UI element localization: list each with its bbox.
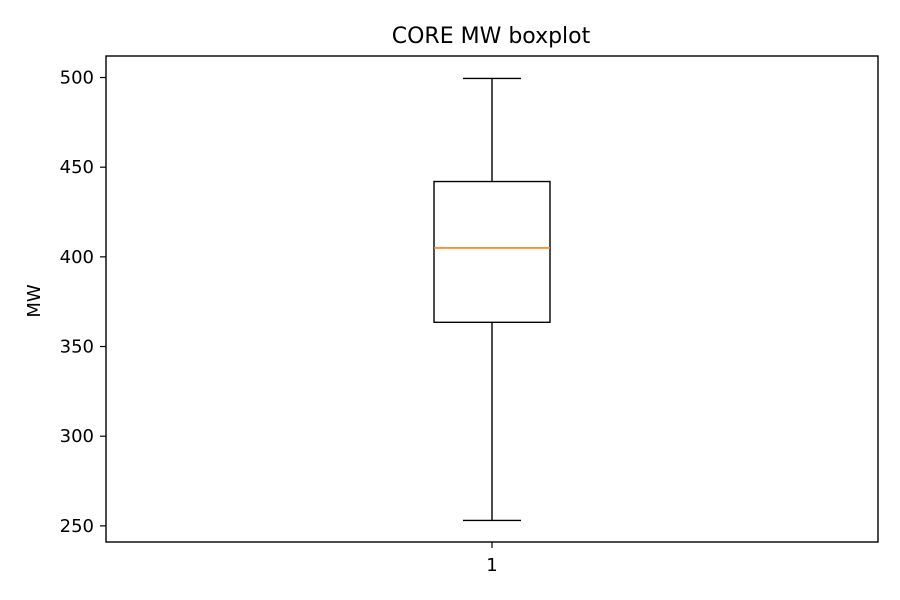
iqr-box	[433, 180, 551, 324]
y-tick-label: 250	[60, 516, 94, 537]
y-tick-label: 300	[60, 426, 94, 447]
x-tick-label: 1	[486, 555, 497, 576]
y-tick-label: 400	[60, 247, 94, 268]
plot-frame	[105, 55, 879, 543]
y-axis-label: MW	[24, 284, 45, 318]
y-tick-label: 450	[60, 157, 94, 178]
y-tick-label: 350	[60, 337, 94, 358]
plot-area: 250 300 350 400 450 500 1	[60, 68, 551, 576]
chart-title: CORE MW boxplot	[392, 24, 591, 49]
y-tick-label: 500	[60, 68, 94, 89]
